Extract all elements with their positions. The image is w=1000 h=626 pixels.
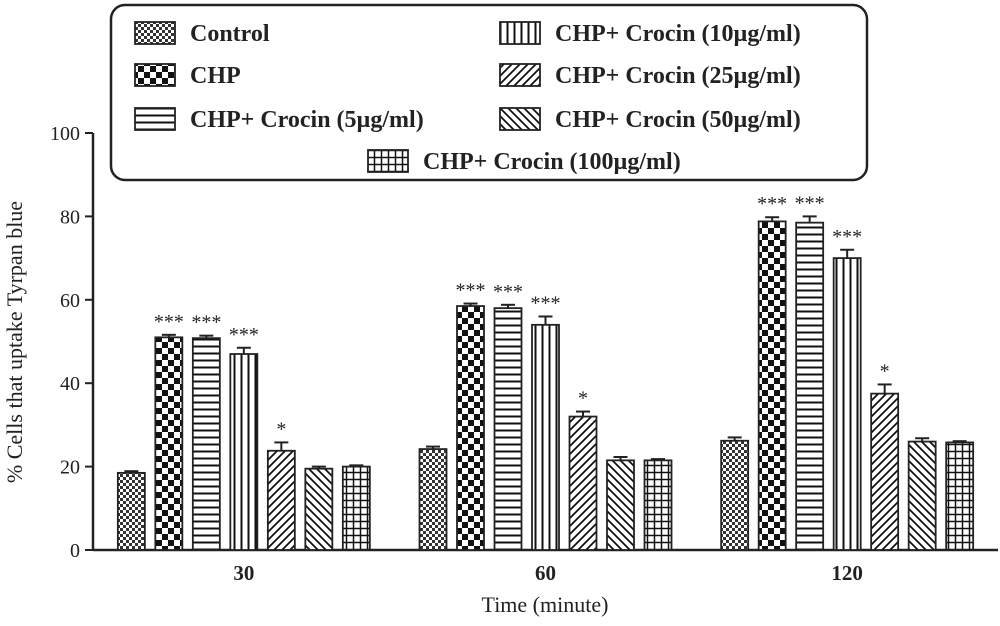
x-axis-label: Time (minute) bbox=[482, 592, 609, 617]
x-tick-label: 120 bbox=[831, 561, 863, 585]
bar bbox=[154, 336, 184, 551]
bar bbox=[568, 415, 598, 551]
legend-label: CHP bbox=[190, 63, 241, 89]
significance-label: *** bbox=[795, 192, 825, 214]
legend-label: CHP+ Crocin (25µg/ml) bbox=[555, 63, 801, 89]
significance-label: *** bbox=[154, 311, 184, 333]
bar bbox=[456, 305, 485, 551]
y-tick-label: 40 bbox=[60, 373, 80, 395]
x-tick-label: 60 bbox=[535, 561, 556, 585]
significance-label: *** bbox=[191, 312, 221, 334]
legend-label: CHP+ Crocin (100µg/ml) bbox=[423, 149, 681, 175]
bar bbox=[870, 392, 900, 551]
y-tick-label: 0 bbox=[70, 540, 80, 562]
significance-label: * bbox=[276, 418, 286, 440]
y-tick-label: 100 bbox=[50, 123, 80, 145]
legend-swatch bbox=[367, 149, 409, 173]
bar bbox=[643, 459, 673, 551]
significance-label: *** bbox=[493, 281, 523, 303]
legend-label: CHP+ Crocin (5µg/ml) bbox=[190, 107, 424, 133]
legend-swatch bbox=[134, 21, 176, 45]
bar bbox=[493, 307, 523, 551]
bar bbox=[341, 465, 371, 551]
legend-label: CHP+ Crocin (50µg/ml) bbox=[555, 107, 801, 133]
legend-swatch bbox=[499, 63, 541, 87]
significance-label: * bbox=[880, 360, 890, 382]
legend-box bbox=[109, 3, 869, 182]
significance-label: *** bbox=[456, 280, 486, 302]
bar bbox=[945, 441, 975, 551]
y-tick-label: 60 bbox=[60, 290, 80, 312]
bar bbox=[757, 220, 787, 551]
y-axis-label: % Cells that uptake Tyrpan blue bbox=[2, 201, 27, 483]
bar bbox=[418, 448, 448, 551]
x-tick-label: 30 bbox=[233, 561, 254, 585]
bar bbox=[795, 221, 825, 551]
legend-swatch bbox=[134, 63, 176, 87]
significance-label: *** bbox=[757, 193, 787, 215]
significance-label: *** bbox=[229, 324, 259, 346]
bar bbox=[531, 323, 560, 551]
bar bbox=[907, 440, 937, 551]
bar bbox=[116, 471, 146, 551]
significance-label: * bbox=[578, 388, 588, 410]
significance-label: *** bbox=[531, 292, 561, 314]
bars: *** *******30*** *******60*** *******120 bbox=[116, 192, 975, 585]
legend-swatch bbox=[134, 107, 176, 131]
bar bbox=[304, 467, 334, 551]
bar bbox=[606, 459, 635, 551]
bar bbox=[832, 257, 862, 551]
significance-label: *** bbox=[832, 226, 862, 248]
y-tick-label: 80 bbox=[60, 206, 80, 228]
bar bbox=[229, 353, 259, 551]
legend-label: Control bbox=[190, 21, 270, 47]
legend-swatch bbox=[499, 21, 541, 45]
y-tick-label: 20 bbox=[60, 457, 80, 479]
bar bbox=[720, 439, 750, 551]
bar bbox=[266, 449, 296, 551]
legend-swatch bbox=[499, 107, 541, 131]
bar bbox=[191, 337, 221, 551]
legend-label: CHP+ Crocin (10µg/ml) bbox=[555, 21, 801, 47]
legend: Control CHP CHP+ Crocin (5µg/ml) CHP+ Croci… bbox=[109, 3, 869, 182]
